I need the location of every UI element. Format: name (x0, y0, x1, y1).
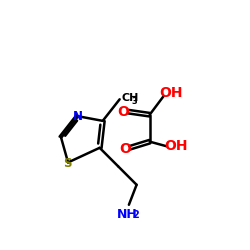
Text: N: N (73, 110, 83, 123)
Text: O: O (118, 104, 130, 118)
Text: 2: 2 (132, 210, 139, 220)
Text: CH: CH (121, 93, 138, 103)
Text: 3: 3 (131, 97, 137, 106)
Text: NH: NH (117, 208, 138, 221)
Text: OH: OH (160, 86, 183, 100)
Text: OH: OH (164, 139, 188, 153)
Text: S: S (63, 158, 72, 170)
Text: O: O (119, 142, 131, 156)
